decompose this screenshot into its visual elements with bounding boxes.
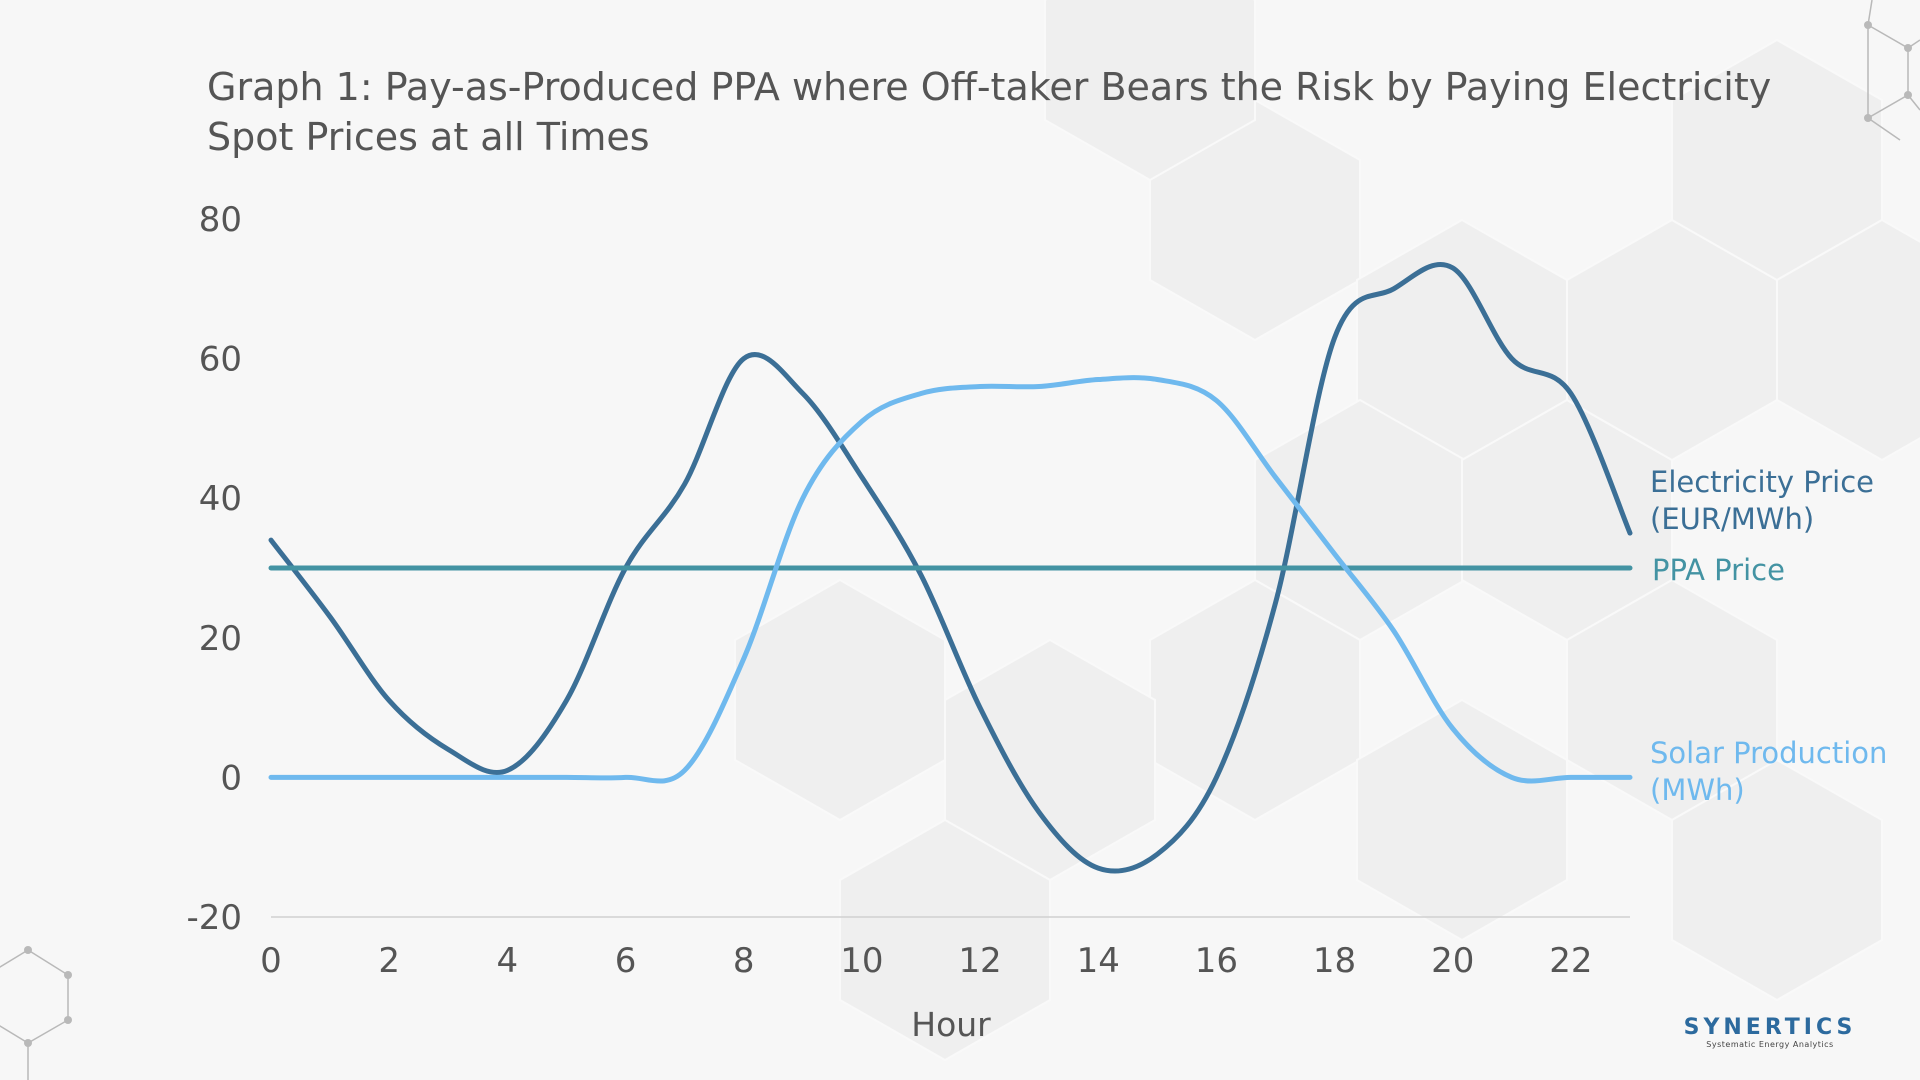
- x-tick-label: 0: [260, 941, 282, 981]
- synertics-logo: SYNERTICS Systematic Energy Analytics: [1670, 1016, 1870, 1050]
- y-tick-label: 80: [199, 200, 242, 240]
- x-tick-label: 10: [840, 941, 883, 981]
- y-tick-label: 0: [220, 758, 242, 798]
- chart-title: Graph 1: Pay-as-Produced PPA where Off-t…: [207, 62, 1847, 162]
- logo-name: SYNERTICS: [1683, 1015, 1857, 1040]
- x-tick-label: 18: [1313, 941, 1356, 981]
- solar-production-legend-label: (MWh): [1650, 773, 1745, 807]
- x-tick-label: 14: [1077, 941, 1120, 981]
- solar-production-line: [268, 375, 1633, 784]
- y-tick-label: 40: [199, 479, 242, 519]
- electricity-price-line: [268, 261, 1633, 874]
- y-tick-label: -20: [186, 898, 242, 938]
- x-tick-label: 6: [615, 941, 637, 981]
- ppa-price-legend-label: PPA Price: [1652, 553, 1785, 587]
- chart-title-line-2: Spot Prices at all Times: [207, 115, 650, 159]
- x-tick-label: 2: [378, 941, 400, 981]
- x-tick-label: 22: [1549, 941, 1592, 981]
- x-tick-label: 20: [1431, 941, 1474, 981]
- x-tick-label: 4: [497, 941, 519, 981]
- x-tick-label: 12: [958, 941, 1001, 981]
- y-tick-label: 20: [199, 619, 242, 659]
- electricity-price-legend-label: Electricity Price: [1650, 465, 1874, 499]
- electricity-price-legend-label: (EUR/MWh): [1650, 502, 1814, 536]
- logo-tagline: Systematic Energy Analytics: [1706, 1040, 1834, 1049]
- x-tick-label: 16: [1195, 941, 1238, 981]
- x-axis-label: Hour: [911, 1005, 991, 1044]
- x-tick-label: 8: [733, 941, 755, 981]
- y-tick-label: 60: [199, 340, 242, 380]
- solar-production-legend-label: Solar Production: [1650, 736, 1887, 770]
- chart-title-line-1: Graph 1: Pay-as-Produced PPA where Off-t…: [207, 65, 1772, 109]
